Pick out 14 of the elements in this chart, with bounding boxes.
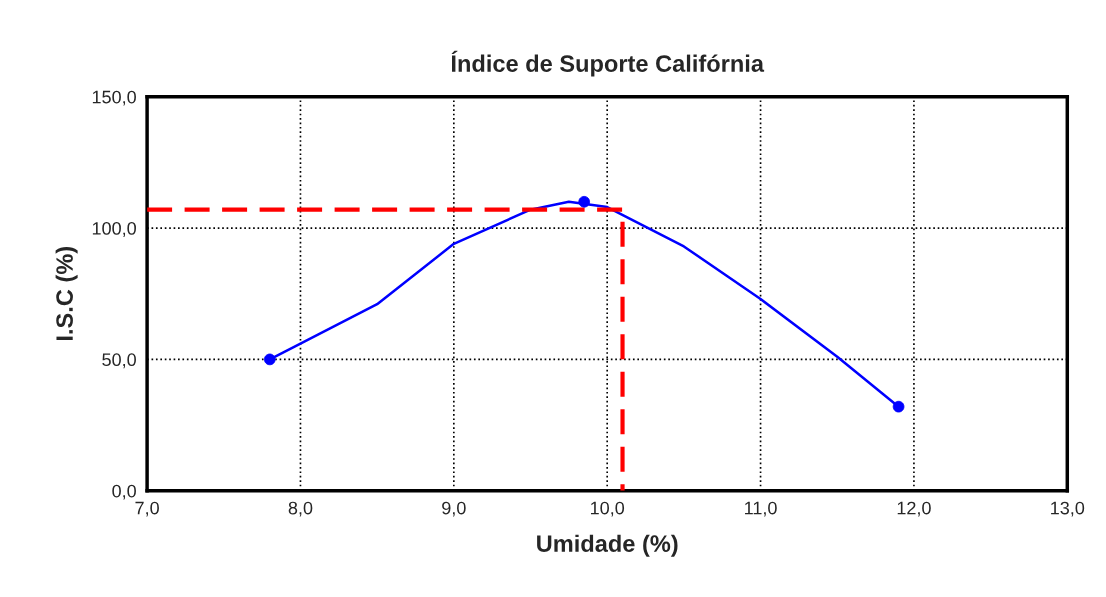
y-axis-title: I.S.C (%)	[55, 247, 78, 341]
chart-title: Índice de Suporte Califórnia	[451, 50, 765, 77]
x-tick-label: 11,0	[745, 501, 777, 517]
y-tick-label: 100,0	[92, 221, 136, 237]
x-tick-label: 13,0	[1051, 501, 1085, 517]
x-tick-label: 8,0	[288, 501, 313, 517]
x-tick-label: 9,0	[442, 501, 466, 517]
y-tick-label: 0,0	[112, 484, 136, 500]
x-tick-label: 12,0	[897, 501, 931, 517]
x-tick-label: 7,0	[135, 501, 159, 517]
x-axis-title: Umidade (%)	[537, 534, 678, 557]
x-tick-label: 10,0	[591, 501, 625, 517]
y-tick-label: 150,0	[92, 90, 136, 106]
y-tick-label: 50,0	[102, 353, 136, 369]
